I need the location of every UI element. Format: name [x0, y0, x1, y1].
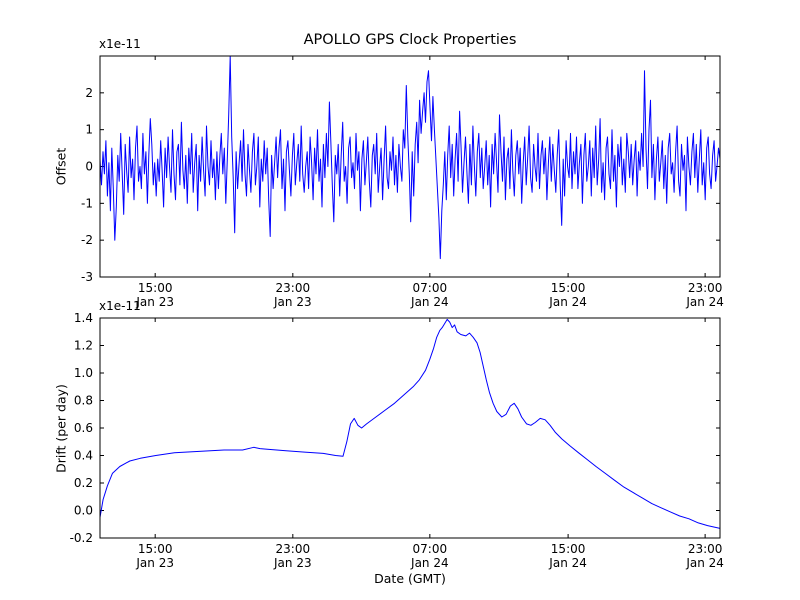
drift-xtick-time: 07:00 — [413, 542, 448, 556]
drift-series — [99, 318, 721, 529]
offset-xtick-date: Jan 23 — [273, 295, 312, 309]
offset-xtick-date: Jan 24 — [548, 295, 587, 309]
offset-xtick-date: Jan 24 — [410, 295, 449, 309]
drift-xtick-time: 23:00 — [276, 542, 311, 556]
drift-xtick-date: Jan 24 — [410, 556, 449, 570]
drift-ytick-label: 1.4 — [74, 311, 93, 325]
drift-xtick-date: Jan 23 — [135, 556, 174, 570]
drift-ytick-label: 0.6 — [74, 421, 93, 435]
drift-ytick-label: 1.0 — [74, 366, 93, 380]
offset-xtick-date: Jan 23 — [135, 295, 174, 309]
drift-ytick-label: 0.4 — [74, 449, 93, 463]
drift-axes-frame — [99, 317, 721, 539]
drift-ytick-label: 0.0 — [74, 504, 93, 518]
offset-xtick-time: 07:00 — [413, 281, 448, 295]
offset-xtick-date: Jan 24 — [685, 295, 724, 309]
drift-xtick-date: Jan 24 — [548, 556, 587, 570]
drift-ytick-label: 0.2 — [74, 476, 93, 490]
drift-xtick-date: Jan 24 — [685, 556, 724, 570]
offset-ytick-label: 0 — [85, 160, 93, 174]
drift-ytick-label: 0.8 — [74, 394, 93, 408]
drift-xtick-time: 15:00 — [138, 542, 173, 556]
offset-scale-label: x1e-11 — [99, 37, 141, 51]
offset-xtick-time: 23:00 — [276, 281, 311, 295]
x-axis-label: Date (GMT) — [374, 571, 446, 586]
drift-xtick-time: 23:00 — [688, 542, 723, 556]
drift-xtick-date: Jan 23 — [273, 556, 312, 570]
offset-ytick-label: -2 — [81, 233, 93, 247]
drift-ytick-label: -0.2 — [70, 531, 93, 545]
drift-xtick-time: 15:00 — [551, 542, 586, 556]
drift-scale-label: x1e-11 — [99, 299, 141, 313]
offset-axes-frame — [99, 55, 721, 278]
chart-title: APOLLO GPS Clock Properties — [303, 32, 517, 48]
offset-ytick-label: 1 — [85, 123, 93, 137]
offset-ytick-label: 2 — [85, 86, 93, 100]
offset-xtick-time: 15:00 — [551, 281, 586, 295]
offset-xtick-time: 15:00 — [138, 281, 173, 295]
offset-ytick-label: -3 — [81, 270, 93, 284]
offset-series — [99, 55, 721, 260]
drift-ytick-label: 1.2 — [74, 339, 93, 353]
offset-ytick-label: -1 — [81, 196, 93, 210]
offset-xtick-time: 23:00 — [688, 281, 723, 295]
